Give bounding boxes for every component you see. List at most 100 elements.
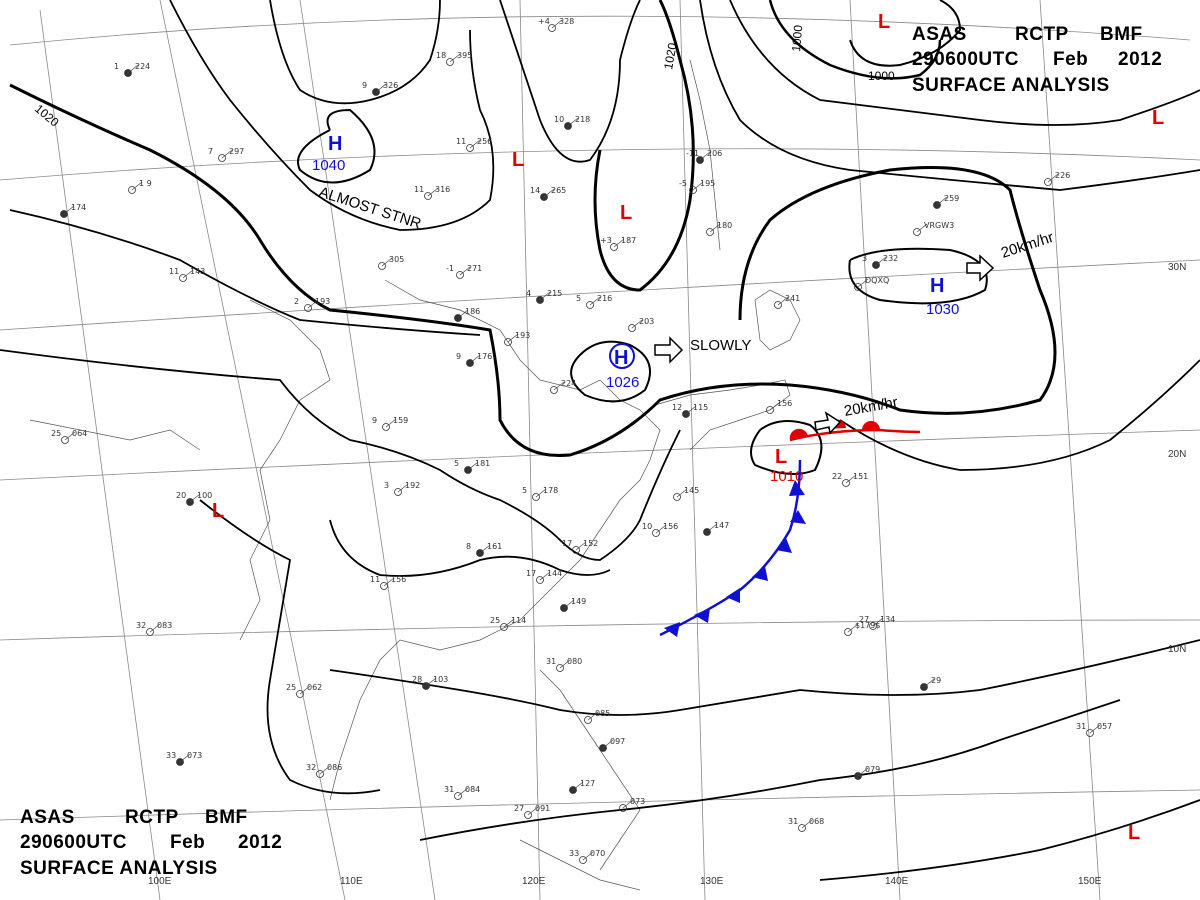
station-plot: 073: [619, 797, 645, 812]
station-plot: 305: [378, 255, 404, 270]
station-plot: 073 33: [166, 751, 202, 766]
wind-barb: [699, 151, 711, 161]
wind-barb: [381, 257, 393, 267]
station-temperature: 11: [370, 575, 380, 584]
wind-barb: [63, 205, 75, 215]
station-circle: [774, 301, 782, 309]
station-temperature: 9: [362, 81, 367, 90]
wind-barb: [567, 117, 579, 127]
station-circle: [296, 690, 304, 698]
station-plot: 395 18: [436, 51, 472, 66]
wind-barb: [655, 524, 667, 534]
wind-barb: [801, 819, 813, 829]
station-plot: 186: [454, 307, 480, 322]
station-plot: 256 11: [456, 137, 492, 152]
station-temperature: 28: [412, 675, 422, 684]
isobar-1000: [768, 0, 942, 80]
wind-barb: [397, 483, 409, 493]
station-circle: [842, 479, 850, 487]
station-plot: 083 32: [136, 621, 172, 636]
station-plot: 326 9: [362, 81, 398, 96]
isobar-label: 1000: [868, 69, 895, 83]
station-pressure: DQXQ: [865, 276, 889, 285]
station-circle: [128, 186, 136, 194]
wind-barb: [769, 401, 781, 411]
station-temperature: 17: [562, 539, 572, 548]
station-circle: [466, 144, 474, 152]
wind-barb: [857, 767, 869, 777]
station-temperature: +4: [538, 17, 550, 26]
station-pressure: 161: [487, 542, 502, 551]
isobar-outer-2: [0, 349, 681, 561]
header-month: Feb: [1053, 49, 1088, 70]
station-circle: [584, 716, 592, 724]
station-plot: 174: [60, 203, 86, 218]
chart-header-top: ASAS RCTP BMF 290600UTC Feb 2012 SURFACE…: [912, 24, 1162, 96]
station-circle: [548, 24, 556, 32]
station-circle: [61, 436, 69, 444]
station-pressure: 144: [547, 569, 562, 578]
station-plot: 271 -1: [446, 264, 482, 279]
longitude-label: 120E: [522, 876, 546, 887]
station-pressure: 218: [575, 115, 590, 124]
wind-barb: [589, 296, 601, 306]
wind-barb: [857, 278, 869, 288]
station-pressure: 091: [535, 804, 550, 813]
high-value: 1026: [606, 374, 639, 391]
station-pressure: 127: [580, 779, 595, 788]
station-plot: 206 -11: [686, 149, 722, 164]
wind-barb: [923, 678, 935, 688]
wind-barb: [587, 711, 599, 721]
station-plot: 193: [504, 331, 530, 346]
low-letter: L: [878, 11, 890, 33]
wind-barb: [189, 493, 201, 503]
station-circle: [619, 804, 627, 812]
station-plot: 316 11: [414, 185, 450, 200]
header-year: 2012: [1118, 49, 1162, 70]
isobar-1020-north: [593, 0, 695, 292]
station-temperature: 31: [546, 657, 556, 666]
station-pressure: 068: [809, 817, 824, 826]
station-pressure: 395: [457, 51, 472, 60]
station-pressure: 062: [307, 683, 322, 692]
station-temperature: 3: [862, 254, 867, 263]
station-temperature: 4: [526, 289, 531, 298]
station-temperature: 31: [444, 785, 454, 794]
station-temperature: +3: [600, 236, 612, 245]
station-pressure: VRGW3: [924, 221, 954, 230]
low-letter: L: [620, 202, 632, 224]
wind-barb: [706, 523, 718, 533]
station-pressure: 084: [465, 785, 480, 794]
station-plot: 1 9: [128, 179, 152, 194]
wind-barb: [563, 599, 575, 609]
chart-header-bottom: ASAS RCTP BMF 290600UTC Feb 2012 SURFACE…: [20, 807, 282, 879]
station-circle: [446, 58, 454, 66]
station-circle: [218, 154, 226, 162]
station-circle: [179, 274, 187, 282]
station-temperature: -5: [679, 179, 687, 188]
station-pressure: 159: [393, 416, 408, 425]
station-temperature: 7: [208, 147, 213, 156]
wind-barb: [676, 488, 688, 498]
wind-barb: [149, 623, 161, 633]
station-circle: [532, 493, 540, 501]
isobar-1040: [297, 108, 376, 184]
high-letter: H: [930, 275, 944, 297]
station-plot: 151 22: [832, 472, 868, 487]
station-pressure: 193: [515, 331, 530, 340]
station-circle: [844, 628, 852, 636]
station-circle: [1044, 178, 1052, 186]
station-temperature: 27: [859, 615, 869, 624]
station-pressure: 064: [72, 429, 87, 438]
station-pressure: 134: [880, 615, 895, 624]
station-plot: 134 27: [859, 615, 895, 630]
station-temperature: 25: [286, 683, 296, 692]
station-temperature: 32: [306, 763, 316, 772]
wind-barb: [777, 296, 789, 306]
wind-barb: [916, 223, 928, 233]
station-pressure: $179$: [855, 621, 880, 630]
isobar-n-1: [169, 0, 495, 231]
longitude-label: 150E: [1078, 876, 1102, 887]
wind-barb: [383, 577, 395, 587]
